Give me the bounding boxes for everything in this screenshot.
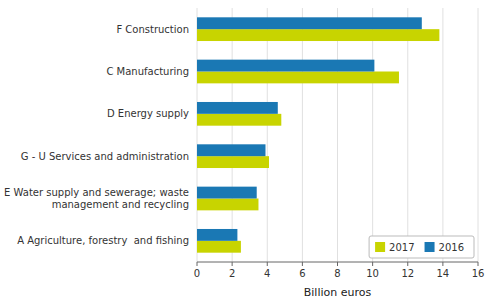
bar [197,187,257,199]
category-label: C Manufacturing [106,66,189,77]
grid-line [267,8,268,262]
bar [197,102,278,114]
bar [197,241,241,253]
grid-line [442,8,443,262]
category-label: E Water supply and sewerage; wastemanage… [4,187,189,210]
tick-label: 14 [437,268,450,279]
tick-mark [232,262,233,266]
legend: 2017 2016 [369,236,474,258]
tick-label: 2 [229,268,235,279]
grid [197,8,478,262]
bar [197,156,269,168]
grid-line [302,8,303,262]
category-label: F Construction [116,24,189,35]
bar [197,229,237,241]
tick-label: 10 [366,268,379,279]
tick-mark [372,262,373,266]
grid-line [337,8,338,262]
tick-label: 16 [472,268,485,279]
tick-mark [267,262,268,266]
category-label: A Agriculture, forestry and fishing [17,235,189,246]
category-label: G - U Services and administration [21,151,189,162]
tick-label: 6 [299,268,305,279]
grid-line [372,8,373,262]
legend-swatch [425,242,435,252]
chart: 0 2 4 6 8 10 12 14 16 F Construction C Manufacturi… [0,0,492,302]
bar [197,114,281,126]
tick-mark [442,262,443,266]
bars [197,17,439,252]
tick-label: 8 [334,268,340,279]
tick-mark [337,262,338,266]
legend-box [369,236,474,258]
tick-label: 0 [194,268,200,279]
tick-mark [302,262,303,266]
tick-mark [407,262,408,266]
grid-line [197,8,198,262]
bar [197,29,439,41]
tick-label: 12 [401,268,414,279]
tick-label: 4 [264,268,270,279]
tick-mark [478,262,479,266]
category-label: D Energy supply [107,108,189,119]
legend-swatch [375,242,385,252]
x-axis-label: Billion euros [304,286,372,299]
bar [197,199,258,211]
tick-mark [197,262,198,266]
grid-line [407,8,408,262]
legend-label: 2017 [389,242,414,253]
legend-label: 2016 [439,242,464,253]
bar [197,72,399,84]
grid-line [232,8,233,262]
grid-line [478,8,479,262]
bar [197,144,265,156]
x-axis [197,262,478,263]
bar [197,60,374,72]
bar [197,17,422,29]
